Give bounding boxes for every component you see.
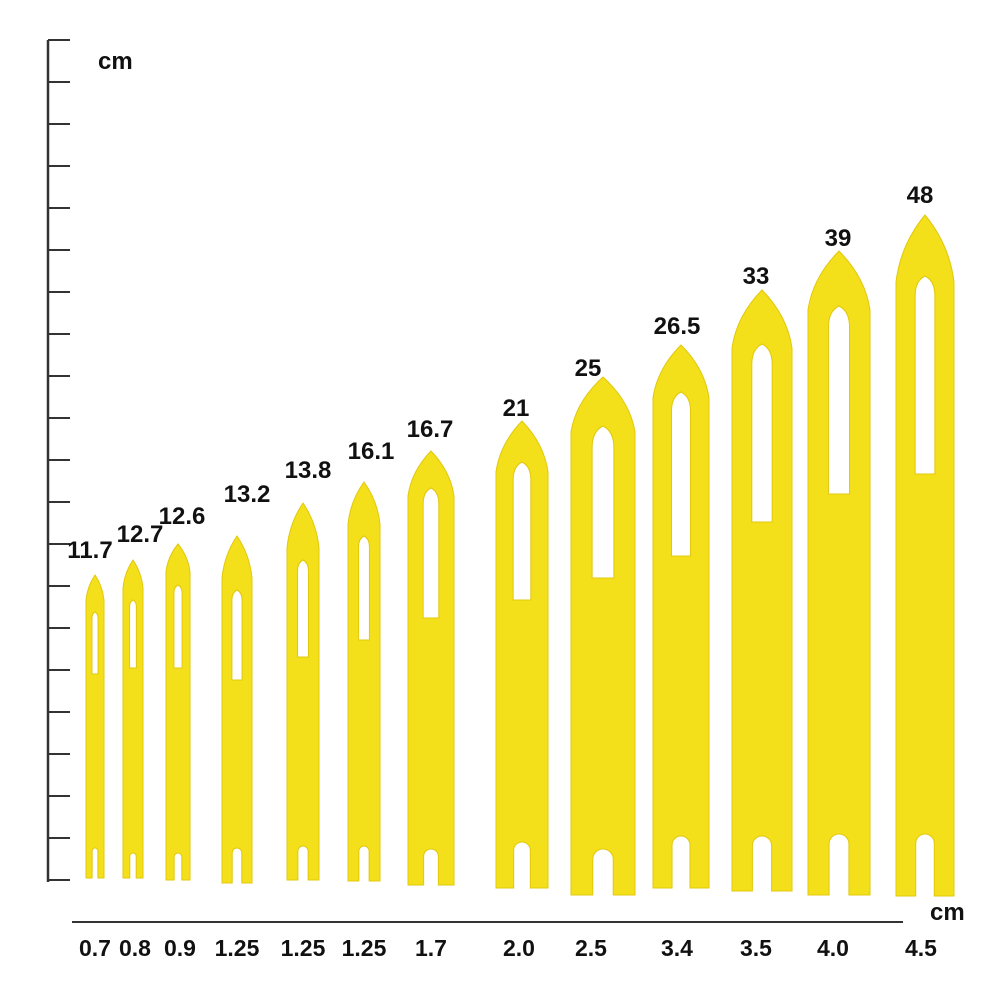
needle-body — [495, 420, 549, 889]
needle-body — [807, 250, 871, 896]
needle-length-label: 33 — [743, 263, 770, 290]
needle-width-label: 0.7 — [79, 935, 111, 961]
needle-item: 16.1 1.25 — [342, 438, 395, 961]
needle-body — [221, 535, 253, 884]
needle-length-label: 11.7 — [67, 537, 112, 564]
needle-item: 484.5 — [895, 182, 955, 961]
needle-width-label: 1.25 — [281, 935, 326, 961]
needle-length-label: 12.7 — [117, 521, 164, 548]
needle-width-label: 2.5 — [575, 935, 607, 961]
needle-width-label: 1.25 — [342, 935, 387, 961]
needle-width-label: 1.7 — [415, 935, 447, 961]
needle-length-label: 16.1 — [348, 438, 395, 465]
needle-item: 212.0 — [495, 395, 549, 961]
needle-body — [407, 450, 455, 886]
needle-length-label: 13.8 — [285, 457, 332, 484]
needle-width-label: 4.5 — [905, 935, 937, 961]
width-unit-label: cm — [930, 899, 965, 926]
needle-width-label: 0.9 — [164, 935, 196, 961]
needle-length-label: 25 — [575, 355, 602, 382]
needle-width-label: 2.0 — [503, 935, 535, 961]
needle-item: 16.7 1.7 — [407, 416, 455, 961]
needle-item: 13.2 1.25 — [215, 481, 271, 961]
needle-length-label: 16.7 — [407, 416, 454, 443]
needle-item: 11.7 0.7 — [67, 537, 112, 961]
needle-item: 12.6 0.9 — [159, 503, 206, 961]
needle-body — [85, 574, 105, 879]
needle-width-label: 0.8 — [119, 935, 151, 961]
needle-body — [652, 344, 710, 889]
needle-width-label: 1.25 — [215, 935, 260, 961]
needle-width-label: 3.5 — [740, 935, 772, 961]
needle-body — [165, 543, 191, 881]
needle-item: 26.5 3.4 — [652, 313, 710, 961]
needle-width-label: 3.4 — [661, 935, 693, 961]
needle-item: 333.5 — [731, 263, 793, 961]
needle-length-label: 48 — [907, 182, 934, 209]
needle-length-label: 21 — [503, 395, 530, 422]
needle-item: 394.0 — [807, 225, 871, 961]
height-unit-label: cm — [98, 48, 133, 75]
needle-body — [895, 214, 955, 897]
needle-length-label: 39 — [825, 225, 852, 252]
needle-width-label: 4.0 — [817, 935, 849, 961]
needle-body — [347, 481, 381, 882]
needle-body — [570, 376, 636, 896]
needle-body — [122, 559, 144, 879]
needle-item: 252.5 — [570, 355, 636, 961]
needle-length-label: 26.5 — [654, 313, 701, 340]
needle-body — [286, 502, 320, 881]
needle-length-label: 13.2 — [224, 481, 271, 508]
needle-length-label: 12.6 — [159, 503, 206, 530]
needle-body — [731, 289, 793, 892]
needle-item: 13.8 1.25 — [281, 457, 332, 961]
needle-item: 12.7 0.8 — [117, 521, 164, 961]
